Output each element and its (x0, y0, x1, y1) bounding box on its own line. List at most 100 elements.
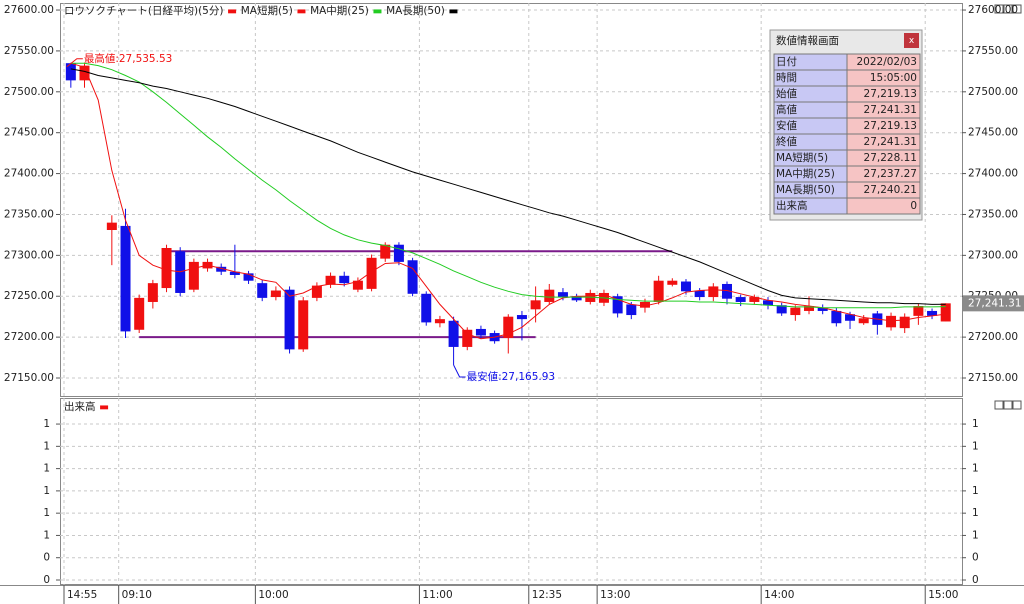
y-tick-label: 1 (43, 463, 50, 475)
last-price-label: 27,241.31 (968, 297, 1021, 309)
candle-body (516, 315, 527, 320)
candle-body (134, 297, 145, 330)
candle-body (257, 283, 268, 298)
ma-line (70, 62, 946, 340)
candle-body (352, 280, 363, 290)
info-label: MA中期(25) (776, 167, 835, 180)
info-value: 15:05:00 (870, 72, 917, 84)
candle-body (284, 289, 295, 350)
legend-text: MA短期(5) (241, 4, 293, 17)
ma-line (70, 62, 946, 309)
candle-body (708, 286, 719, 298)
y-tick-label: 27600.00 (4, 4, 54, 16)
info-label: MA短期(5) (776, 151, 828, 164)
candle-body (776, 305, 787, 314)
candle-body (79, 65, 90, 81)
info-label: 高値 (776, 103, 797, 116)
low-annotation: 最安値:27,165.93 (467, 370, 555, 383)
pane-button[interactable] (1012, 400, 1022, 410)
y-tick-label: 27200.00 (968, 331, 1018, 343)
info-value: 27,219.13 (864, 88, 917, 100)
y-tick-label: 1 (972, 463, 979, 475)
x-tick-label: 12:35 (532, 589, 562, 601)
candle-body (845, 314, 856, 321)
legend-swatch: ▬ (223, 5, 240, 17)
candle-body (339, 275, 350, 284)
y-tick-label: 0 (43, 552, 50, 564)
pane-button[interactable] (994, 400, 1004, 410)
candle-body (462, 329, 473, 347)
candle-body (161, 247, 172, 289)
y-tick-label: 27550.00 (968, 45, 1018, 57)
info-label: 出来高 (776, 199, 808, 212)
info-value: 27,237.27 (864, 168, 917, 180)
pane-buttons (994, 4, 1022, 410)
y-tick-label: 0 (972, 574, 979, 586)
candle-body (407, 260, 418, 294)
candle-body (557, 292, 568, 298)
candle-body (571, 296, 582, 301)
pane-button[interactable] (994, 4, 1004, 14)
candle-body (475, 328, 486, 336)
y-tick-label: 1 (972, 529, 979, 541)
y-tick-label: 1 (972, 485, 979, 497)
y-tick-label: 27400.00 (4, 168, 54, 180)
candle-body (639, 301, 650, 308)
candle-body (763, 300, 774, 306)
y-tick-label: 1 (43, 418, 50, 430)
legend-text: ロウソクチャート(日経平均)(5分) (64, 4, 223, 17)
candle-body (927, 310, 938, 316)
y-tick-label: 27200.00 (4, 331, 54, 343)
candle-body (380, 244, 391, 259)
pane-button[interactable] (1003, 4, 1013, 14)
y-tick-label: 27550.00 (4, 45, 54, 57)
pane-button[interactable] (1003, 400, 1013, 410)
info-label: 時間 (776, 72, 797, 84)
annotation-arrow (66, 58, 83, 68)
close-button[interactable] (904, 33, 919, 48)
x-tick-label: 10:00 (258, 589, 288, 601)
legend: ロウソクチャート(日経平均)(5分) ▬ MA短期(5) ▬ MA中期(25) … (64, 4, 458, 17)
candle-body (749, 297, 760, 302)
candle-body (804, 306, 815, 311)
y-tick-label: 27400.00 (968, 168, 1018, 180)
x-tick-label: 13:00 (600, 589, 630, 601)
x-tick-label: 09:10 (122, 589, 152, 601)
candle-body (940, 303, 951, 322)
y-tick-label: 27250.00 (4, 290, 54, 302)
legend-swatch: ▬ (293, 5, 310, 17)
candle-body (270, 290, 281, 298)
y-tick-label: 0 (43, 574, 50, 586)
info-value: 27,228.11 (864, 152, 917, 164)
y-tick-label: 1 (972, 418, 979, 430)
info-value-cell (846, 197, 921, 215)
info-label: 始値 (776, 87, 797, 100)
candle-body (311, 285, 322, 298)
candle-body (120, 225, 131, 332)
candle-body (831, 310, 842, 324)
candle-body (106, 222, 117, 231)
candle-body (65, 63, 76, 81)
legend-text: MA長期(50) (386, 5, 445, 17)
x-tick-label: 11:00 (422, 589, 452, 601)
y-tick-label: 1 (972, 440, 979, 452)
x-tick-label: 14:55 (67, 589, 97, 601)
y-tick-label: 27300.00 (968, 249, 1018, 261)
pane-button[interactable] (1012, 4, 1022, 14)
candle-body (721, 283, 732, 299)
legend-text: 出来高 (64, 400, 96, 413)
candle-body (243, 273, 254, 281)
y-tick-label: 27150.00 (4, 372, 54, 384)
candle-body (612, 296, 623, 314)
y-tick-label: 0 (972, 552, 979, 564)
candle-body (680, 281, 691, 292)
info-label: 安値 (776, 119, 797, 132)
legend-swatch: ▬ (445, 5, 459, 17)
y-tick-label: 27500.00 (4, 86, 54, 98)
info-panel-title: 数値情報画面 (776, 34, 839, 47)
legend-text: MA中期(25) (310, 4, 369, 17)
candle-body (188, 261, 199, 290)
candle-body (298, 300, 309, 350)
close-button-label: x (909, 36, 915, 46)
